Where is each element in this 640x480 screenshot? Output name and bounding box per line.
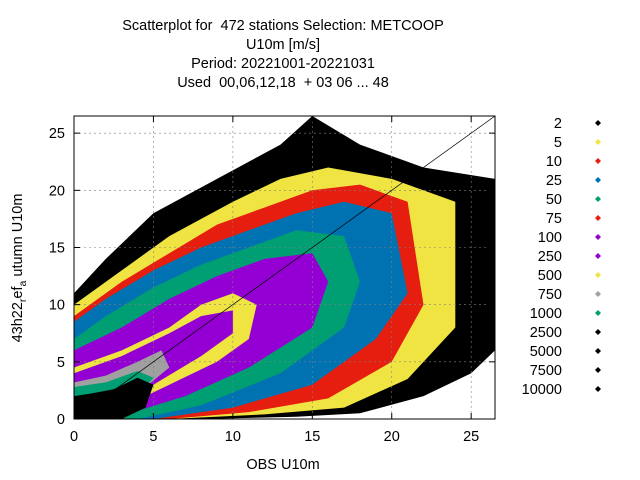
y-tick-label: 20 — [49, 183, 65, 199]
y-tick-label: 0 — [57, 412, 65, 428]
chart-title: Scatterplot for 472 stations Selection: … — [0, 17, 566, 93]
legend-marker — [595, 367, 601, 373]
legend-marker — [595, 386, 601, 392]
legend-label: 7500 — [530, 363, 562, 379]
density-band — [74, 384, 143, 419]
legend-label: 5000 — [530, 344, 562, 360]
legend-marker — [595, 234, 601, 240]
legend: 2510255075100250500750100025005000750010… — [522, 116, 601, 398]
grid — [74, 116, 495, 419]
legend-marker — [595, 215, 601, 221]
y-axis-label: 43h22refa utumn U10m — [10, 194, 29, 343]
legend-marker — [595, 139, 601, 145]
legend-marker — [595, 120, 601, 126]
x-tick-label: 20 — [384, 429, 400, 445]
legend-label: 5 — [554, 135, 562, 151]
x-tick-label: 0 — [70, 429, 78, 445]
legend-marker — [595, 329, 601, 335]
legend-marker — [595, 177, 601, 183]
legend-label: 10000 — [522, 382, 562, 398]
title-line-2: U10m [m/s] — [245, 37, 321, 53]
legend-label: 50 — [546, 192, 562, 208]
legend-label: 750 — [538, 287, 562, 303]
legend-label: 1000 — [530, 306, 562, 322]
legend-label: 250 — [538, 249, 562, 265]
x-axis-label: OBS U10m — [246, 457, 319, 473]
legend-label: 100 — [538, 230, 562, 246]
title-line-1: Scatterplot for 472 stations Selection: … — [122, 18, 444, 34]
legend-marker — [595, 196, 601, 202]
title-line-4: Used 00,06,12,18 + 03 06 ... 48 — [177, 75, 389, 91]
x-tick-label: 15 — [304, 429, 320, 445]
title-line-3: Period: 20221001-20221031 — [191, 56, 375, 72]
legend-marker — [595, 158, 601, 164]
legend-marker — [595, 272, 601, 278]
y-tick-label: 5 — [57, 355, 65, 371]
legend-label: 2500 — [530, 325, 562, 341]
axis-ticks: 0 5 10 15 20 25 0 5 10 15 20 25 — [49, 116, 495, 445]
plot-frame — [73, 115, 496, 420]
legend-marker — [595, 253, 601, 259]
legend-marker — [595, 291, 601, 297]
legend-label: 2 — [554, 116, 562, 132]
y-tick-label: 25 — [49, 126, 65, 142]
x-tick-label: 10 — [225, 429, 241, 445]
legend-label: 75 — [546, 211, 562, 227]
legend-label: 500 — [538, 268, 562, 284]
x-tick-label: 25 — [463, 429, 479, 445]
y-tick-label: 10 — [49, 298, 65, 314]
x-tick-label: 5 — [149, 429, 157, 445]
y-tick-label: 15 — [49, 240, 65, 256]
one-to-one-line — [73, 115, 496, 420]
legend-label: 10 — [546, 154, 562, 170]
legend-marker — [595, 348, 601, 354]
legend-marker — [595, 310, 601, 316]
legend-label: 25 — [546, 173, 562, 189]
